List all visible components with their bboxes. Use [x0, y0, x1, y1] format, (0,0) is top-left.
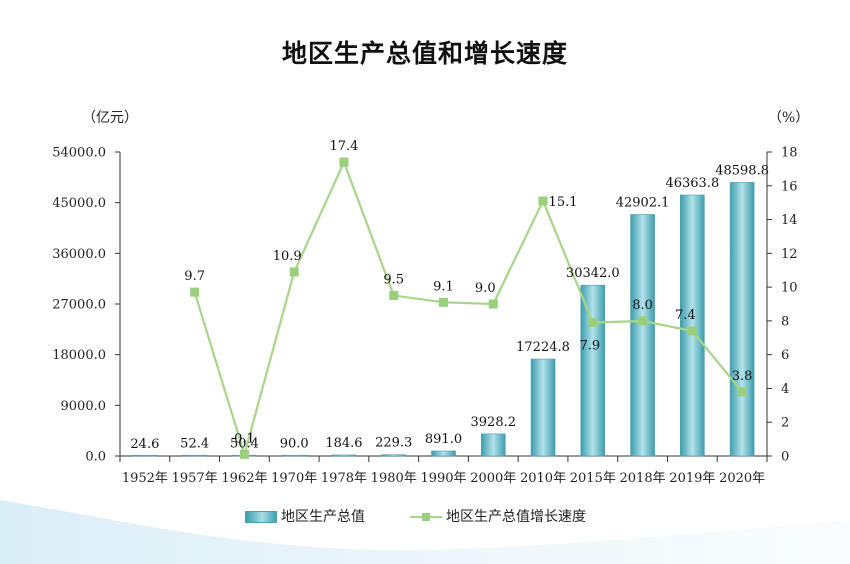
bar-value-label: 891.0 — [425, 432, 462, 447]
chart-title: 地区生产总值和增长速度 — [281, 39, 568, 68]
x-axis-tick-label: 1952年 — [122, 471, 168, 486]
growth-value-label: 0.1 — [234, 431, 255, 446]
left-axis-tick-label: 36000.0 — [52, 247, 106, 262]
bar-value-label: 42902.1 — [616, 195, 670, 210]
bar-value-label: 24.6 — [130, 437, 159, 452]
growth-value-label: 7.4 — [675, 308, 696, 323]
growth-line — [190, 157, 747, 459]
bar-gdp — [132, 454, 158, 457]
legend-bar-swatch — [245, 511, 277, 523]
growth-point — [638, 316, 648, 326]
growth-value-label: 9.1 — [433, 279, 454, 294]
bar-value-label: 52.4 — [180, 437, 209, 452]
right-axis-tick-label: 6 — [781, 348, 789, 363]
bar-value-label: 229.3 — [375, 436, 412, 451]
growth-point — [239, 449, 249, 459]
bar-gdp — [381, 454, 407, 457]
x-axis-tick-label: 1990年 — [420, 471, 466, 486]
x-axis-tick-label: 1980年 — [371, 471, 417, 486]
left-axis-unit: （亿元） — [82, 110, 138, 126]
x-axis-tick-label: 1962年 — [221, 471, 267, 486]
x-axis-tick-label: 2019年 — [669, 471, 715, 486]
bar-gdp — [431, 450, 456, 457]
growth-value-label: 8.0 — [632, 298, 653, 313]
growth-point — [389, 291, 399, 301]
growth-value-label: 17.4 — [329, 139, 358, 154]
bar-gdp — [331, 454, 357, 457]
bars — [132, 182, 755, 457]
right-axis-tick-label: 18 — [781, 146, 798, 161]
right-axis-tick-label: 4 — [781, 382, 789, 397]
bar-value-label: 17224.8 — [516, 340, 570, 355]
x-axis-tick-label: 2020年 — [719, 471, 765, 486]
growth-point — [538, 196, 548, 206]
left-axis-tick-label: 0.0 — [85, 450, 106, 465]
growth-value-label: 9.5 — [383, 273, 404, 288]
growth-point — [488, 299, 498, 309]
bar-gdp — [630, 214, 655, 457]
legend-item-gdp: 地区生产总值 — [245, 506, 365, 528]
data-labels: 24.6 52.4 50.4 90.0 184.6 229.3 891.0 3928.2 172… — [130, 139, 769, 452]
bar-value-label: 3928.2 — [471, 415, 517, 430]
right-axis-tick-label: 14 — [781, 213, 798, 228]
growth-point — [289, 267, 299, 277]
bar-gdp — [530, 358, 556, 457]
right-axis-unit: （%） — [768, 110, 810, 126]
x-axis-tick-label: 1970年 — [271, 471, 317, 486]
x-axis-tick-label: 2015年 — [570, 471, 616, 486]
bar-value-label: 48598.8 — [715, 163, 769, 178]
x-axis-tick-label: 1957年 — [172, 471, 218, 486]
right-axis-tick-label: 0 — [781, 450, 789, 465]
growth-value-label: 10.9 — [273, 249, 302, 264]
decorative-wave — [0, 500, 850, 564]
right-axis-tick-label: 16 — [781, 179, 798, 194]
bar-value-label: 46363.8 — [665, 176, 719, 191]
left-axis-tick-label: 27000.0 — [52, 298, 106, 313]
left-axis-tick-label: 54000.0 — [52, 146, 106, 161]
bar-gdp — [729, 182, 755, 457]
bar-value-label: 30342.0 — [566, 266, 620, 281]
growth-value-label: 9.7 — [184, 269, 205, 284]
right-axis-tick-label: 2 — [781, 416, 789, 431]
left-axis-tick-label: 9000.0 — [61, 399, 107, 414]
right-axis-tick-label: 12 — [781, 247, 798, 262]
legend-item-growth: 地区生产总值增长速度 — [410, 506, 586, 528]
bar-gdp — [182, 454, 207, 457]
bar-gdp — [480, 433, 506, 457]
growth-point — [190, 287, 200, 297]
bar-value-label: 90.0 — [280, 436, 309, 451]
legend: 地区生产总值 地区生产总值增长速度 — [0, 506, 850, 528]
bar-gdp — [281, 454, 307, 457]
growth-value-label: 7.9 — [579, 339, 600, 354]
x-axis-tick-label: 2018年 — [620, 471, 666, 486]
growth-point — [687, 326, 697, 336]
x-axis-tick-label: 1978年 — [321, 471, 367, 486]
growth-value-label: 15.1 — [549, 195, 578, 210]
axes: 0.0 9000.0 18000.0 27000.0 36000.0 45000.0 540… — [52, 146, 797, 487]
x-axis-tick-label: 2000年 — [470, 471, 516, 486]
growth-point — [737, 387, 747, 397]
left-axis-tick-label: 18000.0 — [52, 348, 106, 363]
bar-value-label: 184.6 — [325, 436, 362, 451]
growth-point — [439, 297, 448, 307]
growth-value-label: 9.0 — [475, 281, 496, 296]
legend-label-gdp: 地区生产总值 — [281, 509, 365, 525]
growth-point — [339, 157, 349, 167]
legend-line-swatch — [410, 511, 442, 523]
left-axis-tick-label: 45000.0 — [52, 196, 106, 211]
right-axis-tick-label: 8 — [781, 314, 789, 329]
x-axis-tick-label: 2010年 — [520, 471, 566, 486]
growth-value-label: 3.8 — [732, 369, 753, 384]
growth-line-path — [193, 159, 743, 459]
legend-label-growth: 地区生产总值增长速度 — [446, 509, 586, 525]
bar-value-label: 50.4 — [230, 437, 259, 452]
bar-gdp — [580, 284, 606, 457]
right-axis-tick-label: 10 — [781, 281, 798, 296]
bar-gdp — [680, 194, 705, 457]
growth-point — [588, 318, 598, 328]
